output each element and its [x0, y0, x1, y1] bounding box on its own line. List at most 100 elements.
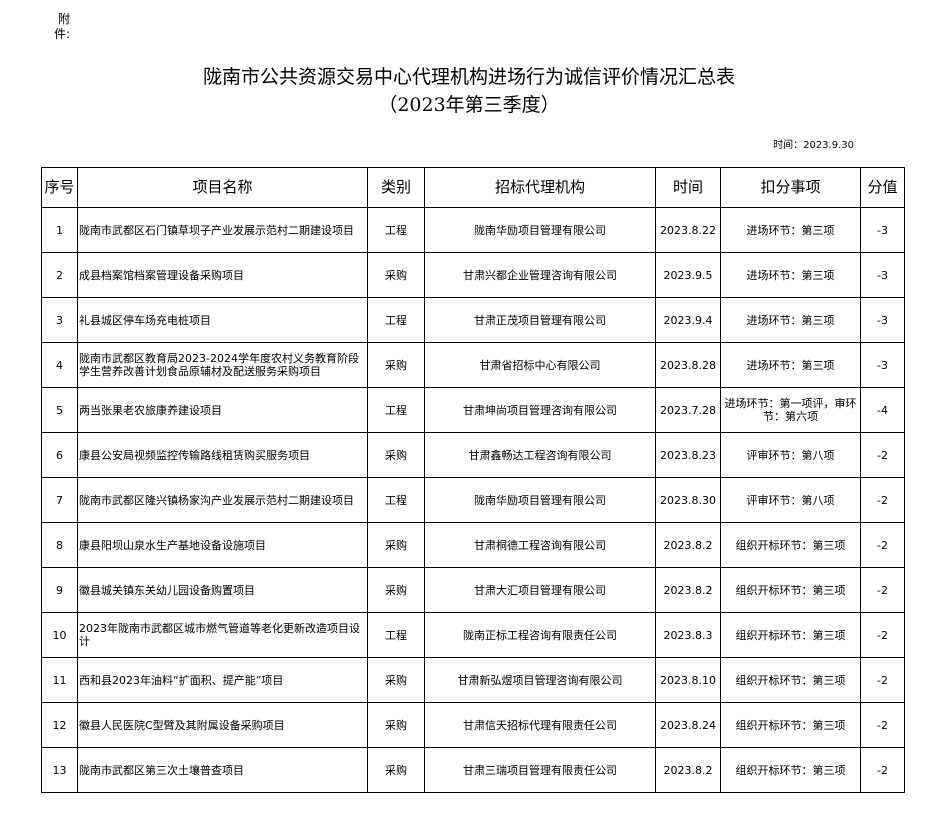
score: -2 — [860, 747, 905, 793]
date: 2023.8.24 — [655, 702, 721, 748]
date: 2023.8.28 — [655, 342, 721, 388]
date: 2023.9.4 — [655, 297, 721, 343]
score: -2 — [860, 432, 905, 478]
row-index: 6 — [41, 432, 78, 478]
header-deduction: 扣分事项 — [720, 167, 861, 208]
score: -2 — [860, 567, 905, 613]
page-subtitle: （2023年第三季度） — [378, 94, 560, 116]
deduction-item: 进场环节：第三项 — [720, 207, 861, 253]
row-index: 4 — [41, 342, 78, 388]
project-name: 康县阳坝山泉水生产基地设备设施项目 — [77, 522, 368, 568]
category: 工程 — [367, 207, 425, 253]
table-row: 13 陇南市武都区第三次土壤普查项目 采购 甘肃三瑞项目管理有限责任公司 2023.8.… — [41, 747, 905, 793]
score: -2 — [860, 612, 905, 658]
deduction-item: 进场环节：第三项 — [720, 252, 861, 298]
date: 2023.7.28 — [655, 387, 721, 433]
category: 采购 — [367, 252, 425, 298]
score: -4 — [860, 387, 905, 433]
agency: 甘肃省招标中心有限公司 — [424, 342, 656, 388]
score: -2 — [860, 522, 905, 568]
table-row: 10 2023年陇南市武都区城市燃气管道等老化更新改造项目设计 工程 陇南正标工程咨询… — [41, 612, 905, 658]
table-row: 5 两当张果老农旅康养建设项目 工程 甘肃坤尚项目管理咨询有限公司 2023.7.28 进… — [41, 387, 905, 433]
table-row: 4 陇南市武都区教育局2023-2024学年度农村义务教育阶段学生营养改善计划食品… — [41, 342, 905, 388]
date: 2023.8.2 — [655, 522, 721, 568]
deduction-item: 组织开标环节：第三项 — [720, 657, 861, 703]
score: -3 — [860, 297, 905, 343]
deduction-item: 组织开标环节：第三项 — [720, 522, 861, 568]
agency: 陇南华励项目管理有限公司 — [424, 477, 656, 523]
row-index: 10 — [41, 612, 78, 658]
agency: 甘肃大汇项目管理有限公司 — [424, 567, 656, 613]
date: 2023.8.22 — [655, 207, 721, 253]
agency: 陇南正标工程咨询有限责任公司 — [424, 612, 656, 658]
deduction-item: 进场环节：第三项 — [720, 342, 861, 388]
agency: 甘肃兴都企业管理咨询有限公司 — [424, 252, 656, 298]
row-index: 13 — [41, 747, 78, 793]
agency: 甘肃桐德工程咨询有限公司 — [424, 522, 656, 568]
agency: 甘肃鑫畅达工程咨询有限公司 — [424, 432, 656, 478]
row-index: 8 — [41, 522, 78, 568]
date-line: 时间：2023.9.30 — [773, 140, 854, 151]
project-name: 徽县人民医院C型臂及其附属设备采购项目 — [77, 702, 368, 748]
table-row: 12 徽县人民医院C型臂及其附属设备采购项目 采购 甘肃信天招标代理有限责任公司 202… — [41, 702, 905, 748]
project-name: 徽县城关镇东关幼儿园设备购置项目 — [77, 567, 368, 613]
table-row: 8 康县阳坝山泉水生产基地设备设施项目 采购 甘肃桐德工程咨询有限公司 2023.8.2… — [41, 522, 905, 568]
date: 2023.9.5 — [655, 252, 721, 298]
category: 工程 — [367, 612, 425, 658]
row-index: 5 — [41, 387, 78, 433]
date: 2023.8.2 — [655, 747, 721, 793]
date: 2023.8.23 — [655, 432, 721, 478]
agency: 甘肃三瑞项目管理有限责任公司 — [424, 747, 656, 793]
category: 采购 — [367, 567, 425, 613]
category: 采购 — [367, 702, 425, 748]
date: 2023.8.30 — [655, 477, 721, 523]
row-index: 3 — [41, 297, 78, 343]
header-category: 类别 — [367, 167, 425, 208]
score: -3 — [860, 342, 905, 388]
row-index: 12 — [41, 702, 78, 748]
row-index: 1 — [41, 207, 78, 253]
project-name: 成县档案馆档案管理设备采购项目 — [77, 252, 368, 298]
project-name: 陇南市武都区第三次土壤普查项目 — [77, 747, 368, 793]
row-index: 9 — [41, 567, 78, 613]
agency: 陇南华励项目管理有限公司 — [424, 207, 656, 253]
table-row: 11 西和县2023年油料“扩面积、提产能”项目 采购 甘肃新弘煜项目管理咨询有限公司… — [41, 657, 905, 703]
category: 工程 — [367, 387, 425, 433]
header-project-name: 项目名称 — [77, 167, 368, 208]
score: -2 — [860, 702, 905, 748]
header-index: 序号 — [41, 167, 78, 208]
deduction-item: 组织开标环节：第三项 — [720, 612, 861, 658]
category: 采购 — [367, 522, 425, 568]
deduction-item: 组织开标环节：第三项 — [720, 747, 861, 793]
score: -3 — [860, 207, 905, 253]
score: -2 — [860, 657, 905, 703]
deduction-item: 进场环节：第一项评，审环节：第六项 — [720, 387, 861, 433]
page-title: 陇南市公共资源交易中心代理机构进场行为诚信评价情况汇总表 — [202, 66, 735, 88]
category: 工程 — [367, 297, 425, 343]
header-score: 分值 — [860, 167, 905, 208]
project-name: 陇南市武都区隆兴镇杨家沟产业发展示范村二期建设项目 — [77, 477, 368, 523]
agency: 甘肃信天招标代理有限责任公司 — [424, 702, 656, 748]
date: 2023.8.10 — [655, 657, 721, 703]
project-name: 陇南市武都区教育局2023-2024学年度农村义务教育阶段学生营养改善计划食品原… — [77, 342, 368, 388]
table-row: 6 康县公安局视频监控传输路线租赁购买服务项目 采购 甘肃鑫畅达工程咨询有限公司 202… — [41, 432, 905, 478]
project-name: 康县公安局视频监控传输路线租赁购买服务项目 — [77, 432, 368, 478]
header-agency: 招标代理机构 — [424, 167, 656, 208]
project-name: 礼县城区停车场充电桩项目 — [77, 297, 368, 343]
category: 采购 — [367, 342, 425, 388]
attachment-label: 附件: — [53, 12, 70, 41]
project-name: 两当张果老农旅康养建设项目 — [77, 387, 368, 433]
table-row: 9 徽县城关镇东关幼儿园设备购置项目 采购 甘肃大汇项目管理有限公司 2023.8.2 组… — [41, 567, 905, 613]
deduction-item: 评审环节：第八项 — [720, 432, 861, 478]
row-index: 7 — [41, 477, 78, 523]
category: 工程 — [367, 477, 425, 523]
category: 采购 — [367, 657, 425, 703]
agency: 甘肃坤尚项目管理咨询有限公司 — [424, 387, 656, 433]
deduction-item: 组织开标环节：第三项 — [720, 567, 861, 613]
agency: 甘肃新弘煜项目管理咨询有限公司 — [424, 657, 656, 703]
table-row: 3 礼县城区停车场充电桩项目 工程 甘肃正茂项目管理有限公司 2023.9.4 进场环节：… — [41, 297, 905, 343]
date: 2023.8.3 — [655, 612, 721, 658]
agency: 甘肃正茂项目管理有限公司 — [424, 297, 656, 343]
deduction-item: 进场环节：第三项 — [720, 297, 861, 343]
project-name: 西和县2023年油料“扩面积、提产能”项目 — [77, 657, 368, 703]
